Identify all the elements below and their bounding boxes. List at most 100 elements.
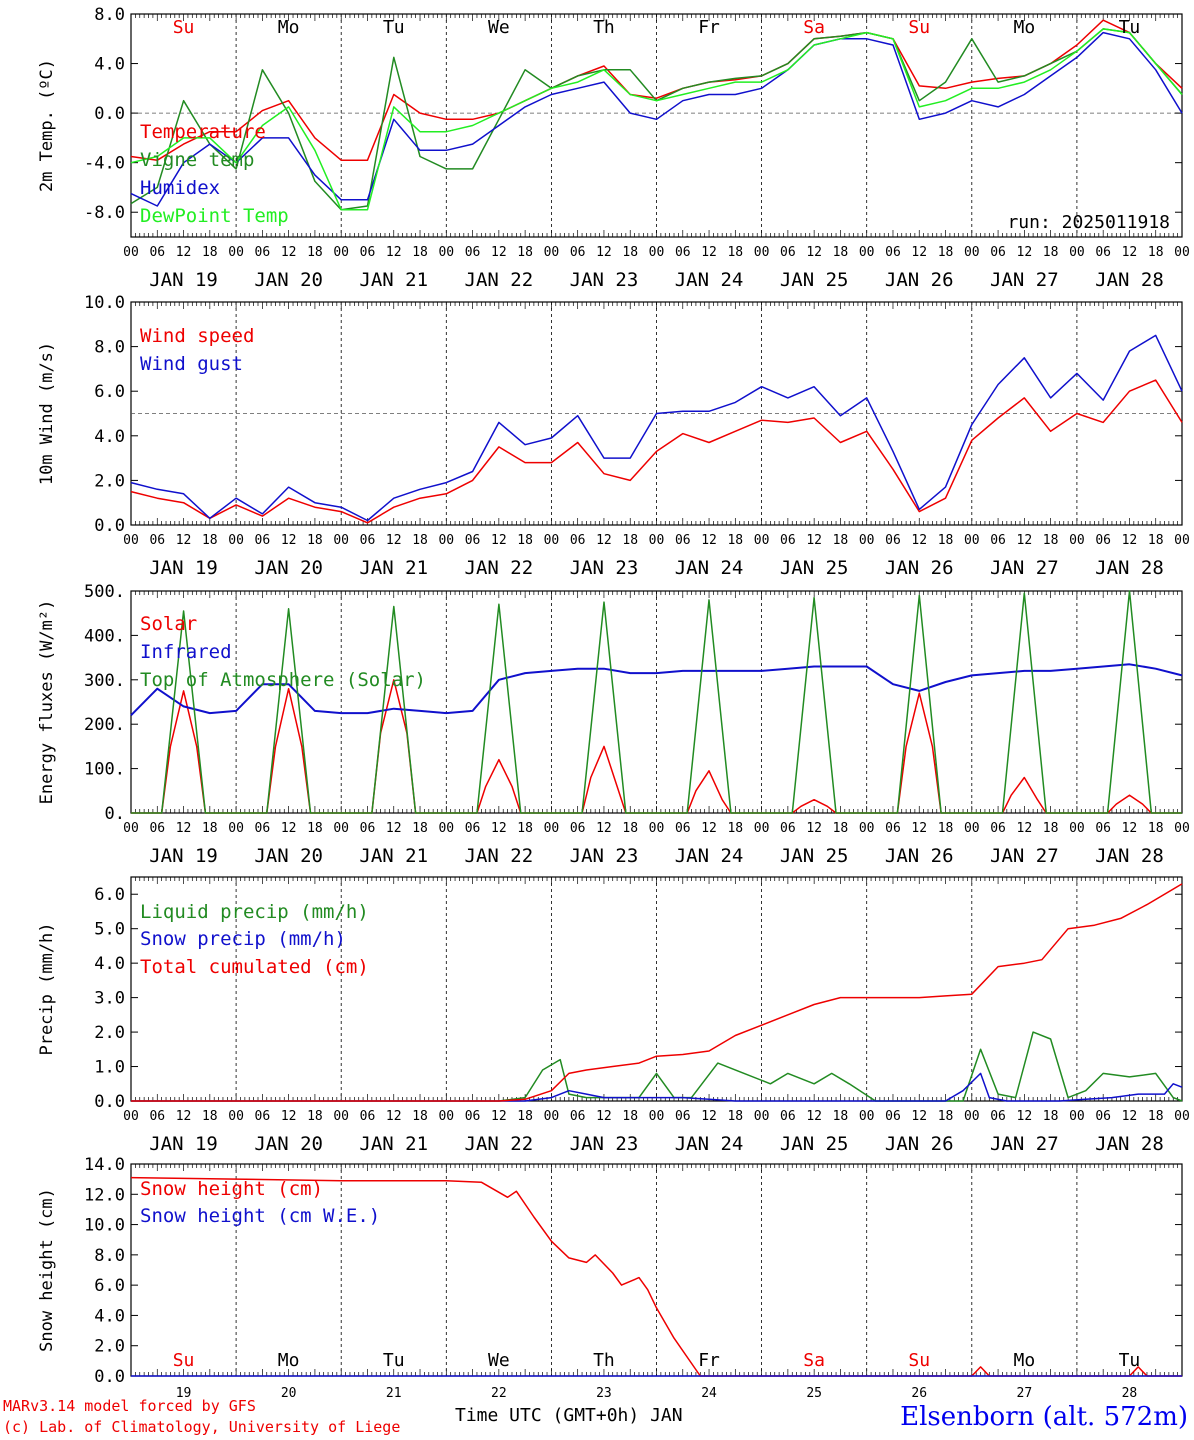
hour-tick-label: 06 xyxy=(465,245,481,260)
day-number-label: 25 xyxy=(806,1386,822,1401)
hour-tick-label: 12 xyxy=(176,821,192,836)
hour-tick-label: 00 xyxy=(333,821,349,836)
hour-tick-label: 12 xyxy=(911,821,927,836)
hour-tick-label: 12 xyxy=(386,821,402,836)
y-tick-label: 8.0 xyxy=(94,5,125,25)
panel-1: 8.0 4.0 0.0 -4.0 -8.0 2m Temp. (ºC) Temperatur… xyxy=(37,5,1190,291)
hour-tick-label: 00 xyxy=(1174,1109,1190,1124)
hour-tick-label: 06 xyxy=(255,1109,271,1124)
legend-entry: Snow height (cm W.E.) xyxy=(140,1205,380,1227)
y-tick-label: 12.0 xyxy=(84,1185,125,1205)
y-tick-label: 8.0 xyxy=(94,1246,125,1266)
hour-tick-label: 12 xyxy=(281,533,297,548)
hour-tick-label: 00 xyxy=(123,533,139,548)
legend-entry: Wind speed xyxy=(140,325,254,347)
y-axis-title: Precip (mm/h) xyxy=(37,922,57,1055)
legend-entry: Infrared xyxy=(140,641,232,663)
hour-tick-label: 00 xyxy=(754,1109,770,1124)
weekday-label: Tu xyxy=(1119,17,1141,38)
day-label: JAN 20 xyxy=(254,557,323,579)
day-label: JAN 19 xyxy=(149,269,218,291)
hour-tick-label: 06 xyxy=(465,821,481,836)
hour-tick-label: 06 xyxy=(1095,1109,1111,1124)
hour-tick-label: 06 xyxy=(990,1109,1006,1124)
legend-entry: DewPoint Temp xyxy=(140,205,289,227)
hour-tick-label: 00 xyxy=(1069,533,1085,548)
day-label: JAN 21 xyxy=(359,845,428,867)
hour-tick-label: 00 xyxy=(228,821,244,836)
day-number-label: 22 xyxy=(491,1386,507,1401)
hour-tick-label: 00 xyxy=(754,245,770,260)
day-label: JAN 21 xyxy=(359,269,428,291)
day-label: JAN 28 xyxy=(1095,1133,1164,1155)
y-tick-label: 200. xyxy=(84,715,125,735)
day-label: JAN 24 xyxy=(675,269,744,291)
y-tick-label: 2.0 xyxy=(94,1023,125,1043)
panel-3: 500. 400. 300. 200. 100. 0. Energy fluxes (W/m… xyxy=(37,582,1190,867)
day-label: JAN 23 xyxy=(570,557,639,579)
y-tick-label: 4.0 xyxy=(94,1306,125,1326)
day-label: JAN 27 xyxy=(990,269,1059,291)
weekday-label: We xyxy=(488,17,510,38)
plot-frame xyxy=(130,13,1183,238)
hour-tick-label: 00 xyxy=(1174,821,1190,836)
legend-entry: Total cumulated (cm) xyxy=(140,956,369,978)
hour-tick-label: 18 xyxy=(1148,533,1164,548)
legend-entry: Liquid precip (mm/h) xyxy=(140,901,369,923)
weekday-label: Su xyxy=(173,17,195,38)
day-label: JAN 23 xyxy=(570,1133,639,1155)
hour-tick-label: 18 xyxy=(622,245,638,260)
y-axis-title: Snow height (cm) xyxy=(37,1188,57,1352)
hour-tick-label: 18 xyxy=(833,245,849,260)
weekday-label: We xyxy=(488,1350,510,1371)
hour-tick-label: 18 xyxy=(412,245,428,260)
hour-tick-label: 06 xyxy=(885,1109,901,1124)
hour-tick-label: 18 xyxy=(517,533,533,548)
weekday-label: Tu xyxy=(383,17,405,38)
day-label: JAN 24 xyxy=(675,845,744,867)
run-annotation: run: 2025011918 xyxy=(1007,212,1170,233)
hour-tick-label: 18 xyxy=(517,821,533,836)
hour-tick-label: 00 xyxy=(649,245,665,260)
hour-tick-label: 12 xyxy=(806,1109,822,1124)
hour-tick-label: 00 xyxy=(1174,533,1190,548)
y-tick-label: 0.0 xyxy=(94,1092,125,1112)
y-tick-label: 2.0 xyxy=(94,1337,125,1357)
legend-entry: Snow precip (mm/h) xyxy=(140,928,346,950)
day-label: JAN 19 xyxy=(149,557,218,579)
hour-tick-label: 18 xyxy=(1043,245,1059,260)
y-axis-title: Energy fluxes (W/m²) xyxy=(37,600,57,805)
hour-tick-label: 12 xyxy=(1017,821,1033,836)
hour-tick-label: 12 xyxy=(806,533,822,548)
hour-tick-label: 12 xyxy=(596,533,612,548)
weekday-label: Su xyxy=(173,1350,195,1371)
hour-tick-label: 06 xyxy=(360,245,376,260)
hour-tick-label: 18 xyxy=(307,533,323,548)
weekday-label: Th xyxy=(593,1350,615,1371)
hour-tick-label: 18 xyxy=(517,1109,533,1124)
series-line xyxy=(130,379,1183,524)
hour-tick-label: 00 xyxy=(544,245,560,260)
day-label: JAN 28 xyxy=(1095,269,1164,291)
hour-tick-label: 06 xyxy=(149,245,165,260)
day-label: JAN 24 xyxy=(675,557,744,579)
hour-tick-label: 18 xyxy=(622,533,638,548)
hour-tick-label: 00 xyxy=(544,821,560,836)
hour-tick-label: 12 xyxy=(1017,533,1033,548)
day-label: JAN 27 xyxy=(990,557,1059,579)
day-label: JAN 19 xyxy=(149,845,218,867)
hour-tick-label: 06 xyxy=(675,1109,691,1124)
y-tick-label: -8.0 xyxy=(84,203,125,223)
y-tick-label: 8.0 xyxy=(94,338,125,358)
hour-tick-label: 00 xyxy=(333,245,349,260)
hour-tick-label: 12 xyxy=(1017,1109,1033,1124)
legend-entry: Top of Atmosphere (Solar) xyxy=(140,669,426,691)
hour-tick-label: 18 xyxy=(833,533,849,548)
hour-tick-label: 18 xyxy=(1043,533,1059,548)
hour-tick-label: 12 xyxy=(701,245,717,260)
hour-tick-label: 18 xyxy=(517,245,533,260)
hour-tick-label: 18 xyxy=(412,821,428,836)
day-number-label: 20 xyxy=(281,1386,297,1401)
day-number-label: 26 xyxy=(911,1386,927,1401)
series-line xyxy=(131,883,1183,1102)
